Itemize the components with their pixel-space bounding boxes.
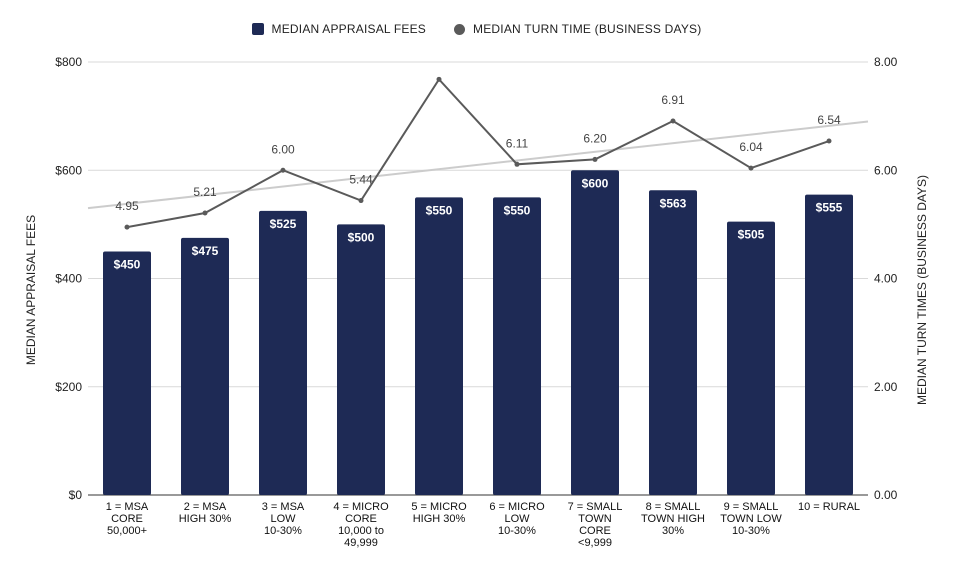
line-point	[202, 210, 208, 216]
x-tick-label: 6 = MICRO LOW 10-30%	[489, 501, 545, 537]
bar	[493, 197, 541, 495]
line-point	[670, 118, 676, 124]
y-tick-label-right: 8.00	[874, 55, 898, 69]
x-tick-label: 9 = SMALL TOWN LOW 10-30%	[720, 501, 782, 537]
y-tick-label-left: $0	[69, 488, 83, 502]
line-data-label: 6.00	[271, 142, 295, 156]
legend-swatch-line	[454, 23, 466, 35]
bar	[649, 190, 697, 495]
bar-data-label: $600	[582, 176, 609, 190]
bar	[181, 237, 229, 495]
line-point	[592, 156, 598, 162]
x-tick-label: 5 = MICRO HIGH 30%	[411, 501, 467, 525]
line-data-label: 5.44	[349, 173, 373, 187]
series-line-turn-time	[126, 77, 830, 229]
y-tick-label-right: 6.00	[874, 163, 898, 177]
trendline	[87, 120, 869, 210]
line-point	[748, 165, 754, 171]
bar-data-label: $563	[660, 196, 687, 210]
y-tick-label-left: $200	[55, 380, 82, 394]
line-data-label: 5.21	[193, 185, 217, 199]
bar-data-label: $550	[426, 203, 453, 217]
y-tick-label-right: 2.00	[874, 380, 898, 394]
line-point	[124, 224, 130, 230]
y-tick-label-left: $600	[55, 163, 82, 177]
line-point	[358, 198, 364, 204]
bar	[727, 221, 775, 495]
line-point	[280, 167, 286, 173]
bar-data-label: $555	[816, 201, 843, 215]
x-tick-label: 8 = SMALL TOWN HIGH 30%	[641, 501, 705, 537]
bar	[805, 194, 853, 495]
y-tick-label-left: $800	[55, 55, 82, 69]
x-tick-label: 10 = RURAL	[797, 501, 861, 513]
line-data-label: 6.20	[583, 131, 607, 145]
x-tick-label: 4 = MICRO CORE 10,000 to 49,999	[333, 501, 389, 549]
line-point	[514, 161, 520, 167]
line-point	[436, 76, 442, 82]
x-tick-label: 7 = SMALL TOWN CORE <9,999	[567, 501, 623, 549]
bar	[415, 197, 463, 495]
chart-legend: MEDIAN APPRAISAL FEES MEDIAN TURN TIME (…	[0, 22, 953, 36]
y-tick-label-right: 4.00	[874, 272, 898, 286]
bar-data-label: $525	[270, 217, 297, 231]
legend-label-fees: MEDIAN APPRAISAL FEES	[271, 22, 427, 36]
legend-item-fees: MEDIAN APPRAISAL FEES	[251, 22, 427, 36]
legend-label-turn-time: MEDIAN TURN TIME (BUSINESS DAYS)	[473, 22, 702, 36]
line-data-label: 6.54	[817, 113, 841, 127]
bar-data-label: $505	[738, 228, 765, 242]
line-data-label: 6.11	[506, 136, 529, 150]
bar-data-label: $550	[504, 203, 531, 217]
bar-data-label: $500	[348, 230, 375, 244]
legend-item-turn-time: MEDIAN TURN TIME (BUSINESS DAYS)	[454, 22, 701, 36]
line-data-label: 4.95	[115, 199, 139, 213]
legend-swatch-bar	[251, 23, 264, 35]
bar-data-label: $450	[114, 257, 141, 271]
bar	[571, 170, 619, 495]
bar	[337, 224, 385, 495]
x-tick-label: 1 = MSA CORE 50,000+	[105, 501, 149, 537]
line-data-label: 6.04	[739, 140, 763, 154]
bar	[259, 210, 307, 495]
y-tick-label-left: $400	[55, 272, 82, 286]
y-tick-label-right: 0.00	[874, 488, 898, 502]
bar	[103, 251, 151, 495]
bar-data-label: $475	[192, 244, 219, 258]
x-tick-label: 3 = MSA LOW 10-30%	[261, 501, 305, 537]
line-point	[826, 138, 832, 144]
x-tick-label: 2 = MSA HIGH 30%	[178, 501, 232, 525]
line-data-label: 6.91	[661, 93, 685, 107]
